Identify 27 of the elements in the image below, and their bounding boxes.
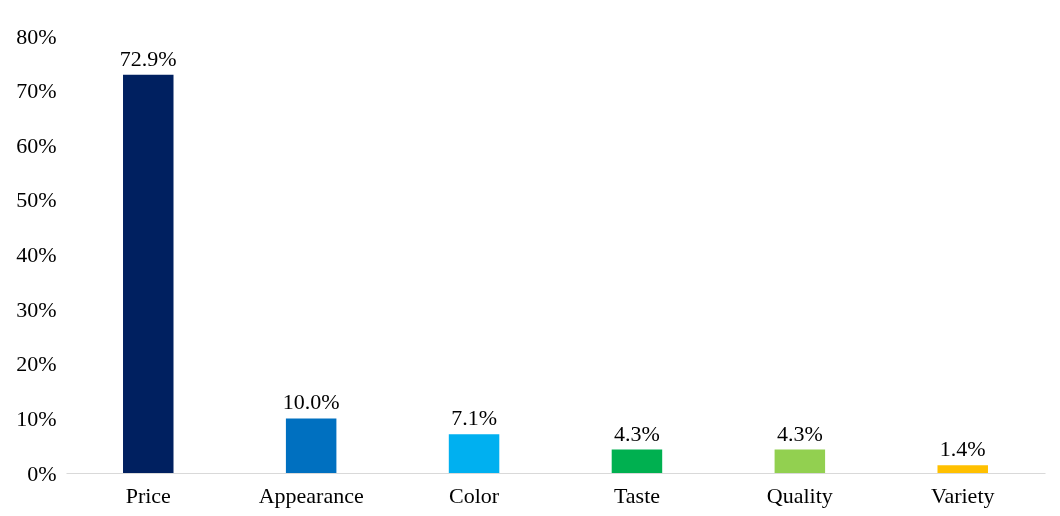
data-label: 10.0%	[282, 389, 340, 415]
y-tick-label: 30%	[16, 296, 57, 322]
y-tick-label: 80%	[16, 23, 57, 49]
x-tick-label: Variety	[930, 482, 995, 508]
data-label: 1.4%	[939, 436, 986, 462]
data-label: 72.9%	[119, 45, 177, 71]
bar	[123, 74, 174, 473]
data-label: 7.1%	[451, 405, 497, 431]
bar	[774, 449, 826, 473]
x-tick-label: Color	[448, 482, 500, 508]
y-tick-label: 60%	[16, 132, 57, 158]
y-tick-label: 10%	[16, 405, 57, 431]
bar	[448, 434, 500, 473]
bar	[937, 465, 988, 473]
y-tick-label: 40%	[16, 242, 57, 267]
bar	[285, 418, 337, 473]
data-label: 4.3%	[776, 420, 823, 446]
x-tick-label: Taste	[613, 482, 660, 508]
y-tick-label: 20%	[16, 351, 57, 377]
y-tick-label: 70%	[16, 78, 57, 104]
data-label: 4.3%	[614, 420, 660, 446]
y-tick-label: 50%	[16, 187, 57, 213]
x-tick-label: Appearance	[258, 482, 364, 508]
y-tick-label: 0%	[27, 460, 57, 486]
bar	[611, 449, 663, 473]
x-tick-label: Price	[125, 482, 171, 508]
x-tick-label: Quality	[766, 482, 833, 508]
